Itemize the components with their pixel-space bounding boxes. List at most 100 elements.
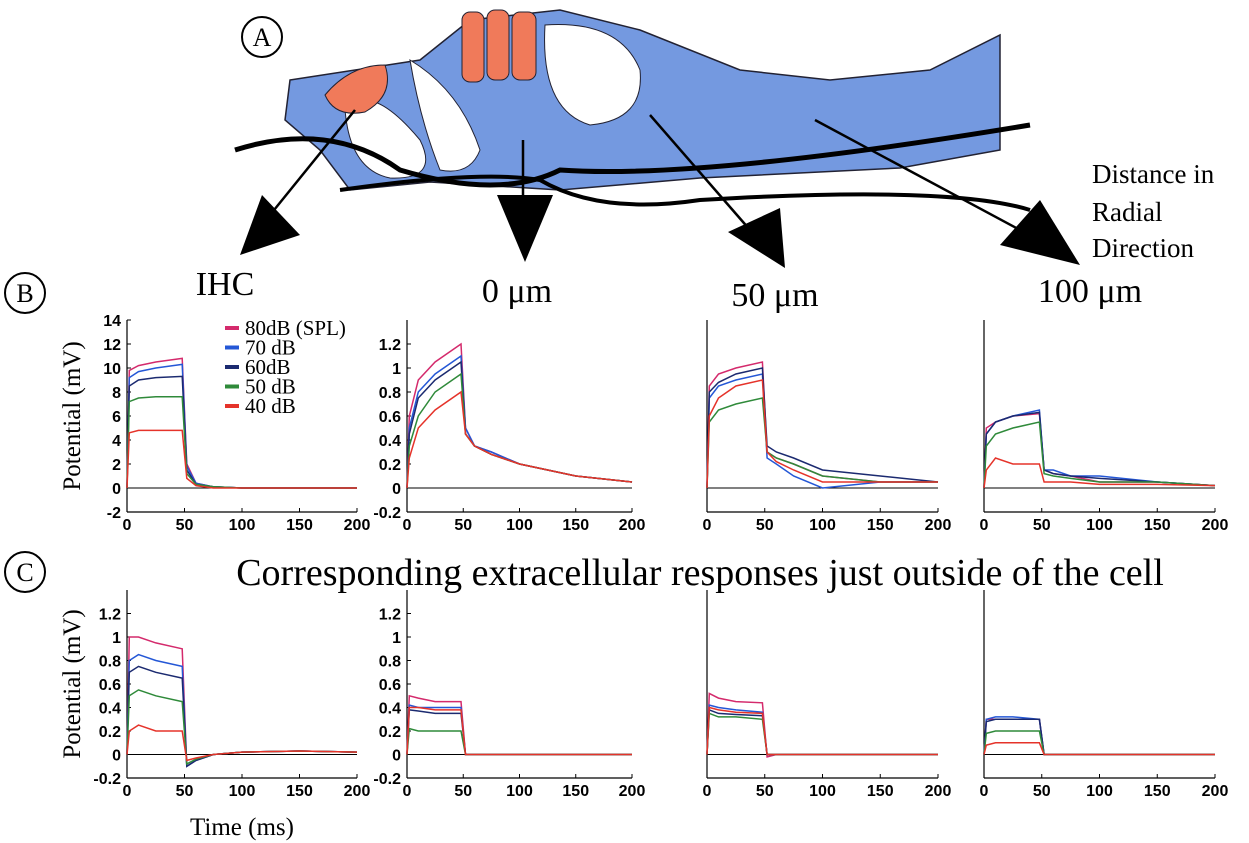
panel-label: B	[16, 279, 33, 308]
x-tick-label: 200	[619, 783, 646, 800]
x-tick-label: 150	[286, 517, 313, 534]
y-tick-label: 0	[392, 748, 401, 765]
x-tick-label: 100	[1086, 783, 1113, 800]
chart: 0 50 100 150 200-0.200.20.40.60.811.2	[373, 320, 645, 534]
x-tick-label: 200	[925, 783, 952, 800]
trace	[983, 716, 1215, 756]
x-tick-label: 100	[506, 783, 533, 800]
x-tick-label: 150	[1144, 517, 1171, 534]
x-tick-label: 100	[809, 783, 836, 800]
basilar-membrane	[339, 174, 1031, 212]
y-axis-label: Potential (mV)	[59, 609, 86, 758]
arrow-head	[728, 208, 785, 268]
trace	[126, 363, 357, 489]
legend-label: 80dB (SPL)	[245, 316, 346, 340]
radial-label: Radial	[1092, 197, 1162, 227]
outer-hair-cell	[461, 11, 485, 83]
x-tick-label: 150	[562, 783, 589, 800]
x-tick-label: 0	[403, 783, 412, 800]
y-tick-label: 0.6	[379, 677, 401, 694]
x-tick-label: 50	[454, 783, 472, 800]
position-label: 0 μm	[482, 273, 552, 310]
trace	[126, 375, 357, 489]
y-tick-label: 10	[103, 361, 121, 378]
cochlea-diagram	[234, 9, 1080, 268]
x-tick-label: 0	[123, 783, 132, 800]
y-tick-label: 0.8	[379, 654, 401, 671]
x-axis-label: Time (ms)	[190, 814, 294, 841]
x-tick-label: 0	[403, 517, 412, 534]
y-axis-label: Potential (mV)	[59, 341, 86, 490]
legend-label: 50 dB	[245, 375, 296, 399]
x-tick-label: 200	[344, 783, 371, 800]
inner-hair-cell	[324, 64, 388, 114]
trace	[706, 373, 938, 489]
x-tick-label: 150	[867, 783, 894, 800]
y-tick-label: 1.2	[379, 607, 401, 624]
y-tick-label: 0	[392, 481, 401, 498]
position-label: IHC	[196, 266, 255, 303]
x-tick-label: 50	[1033, 517, 1051, 534]
x-tick-label: 200	[1202, 783, 1229, 800]
y-tick-label: 0.4	[379, 433, 401, 450]
chart: 0 50 100 150 200-0.200.20.40.60.811.2Potenti…	[59, 590, 370, 841]
chart: 0 50 100 150 200	[703, 320, 952, 534]
trace	[126, 653, 358, 768]
x-tick-label: 200	[619, 517, 646, 534]
x-tick-label: 150	[562, 517, 589, 534]
trace	[406, 360, 633, 489]
chart: 0 50 100 150 200-0.200.20.40.60.811.2	[373, 590, 645, 800]
y-tick-label: 1	[392, 630, 401, 647]
trace	[406, 704, 632, 756]
panel-c-title: Corresponding extracellular responses ju…	[236, 552, 1164, 594]
y-tick-label: 0.2	[99, 724, 121, 741]
y-tick-label: -0.2	[373, 505, 401, 522]
trace	[126, 396, 357, 489]
x-tick-label: 100	[809, 517, 836, 534]
y-tick-label: 8	[112, 385, 121, 402]
arrow	[269, 109, 356, 216]
trace	[983, 409, 1216, 489]
legend-label: 40 dB	[245, 394, 296, 418]
trace	[706, 712, 938, 756]
radial-label: Distance in	[1092, 159, 1215, 189]
x-tick-label: 50	[176, 783, 194, 800]
x-tick-label: 50	[176, 517, 194, 534]
y-tick-label: 1.2	[99, 607, 121, 624]
trace	[406, 727, 632, 756]
trace	[983, 742, 1215, 756]
trace	[706, 708, 938, 756]
outer-hair-cell	[511, 11, 537, 81]
y-tick-label: 0	[112, 748, 121, 765]
x-tick-label: 200	[925, 517, 952, 534]
x-tick-label: 150	[1144, 783, 1171, 800]
y-tick-label: 14	[103, 313, 121, 330]
trace	[706, 692, 938, 758]
trace	[706, 379, 938, 489]
x-tick-label: 50	[756, 517, 774, 534]
y-tick-label: 0.2	[379, 457, 401, 474]
trace	[126, 429, 357, 489]
y-tick-label: 1.2	[379, 337, 401, 354]
radial-label: Direction	[1092, 233, 1194, 263]
y-tick-label: 2	[112, 457, 121, 474]
trace	[706, 361, 938, 489]
arrow-head	[1000, 200, 1080, 265]
panel-label: A	[253, 23, 272, 52]
y-tick-label: -2	[107, 505, 121, 522]
chart: 0 50 100 150 200	[980, 320, 1228, 534]
label-circle	[4, 551, 46, 593]
arrow-head	[240, 195, 300, 255]
panel-labels: A B C	[4, 16, 283, 593]
trace	[406, 706, 632, 756]
x-tick-label: 100	[1086, 517, 1113, 534]
trace	[706, 397, 938, 489]
outer-hair-cell	[486, 9, 510, 81]
trace	[706, 367, 939, 489]
position-label: 100 μm	[1038, 273, 1142, 310]
x-tick-label: 0	[703, 783, 712, 800]
x-tick-label: 0	[703, 517, 712, 534]
arrow	[814, 118, 1021, 232]
y-tick-label: 0.4	[379, 701, 401, 718]
